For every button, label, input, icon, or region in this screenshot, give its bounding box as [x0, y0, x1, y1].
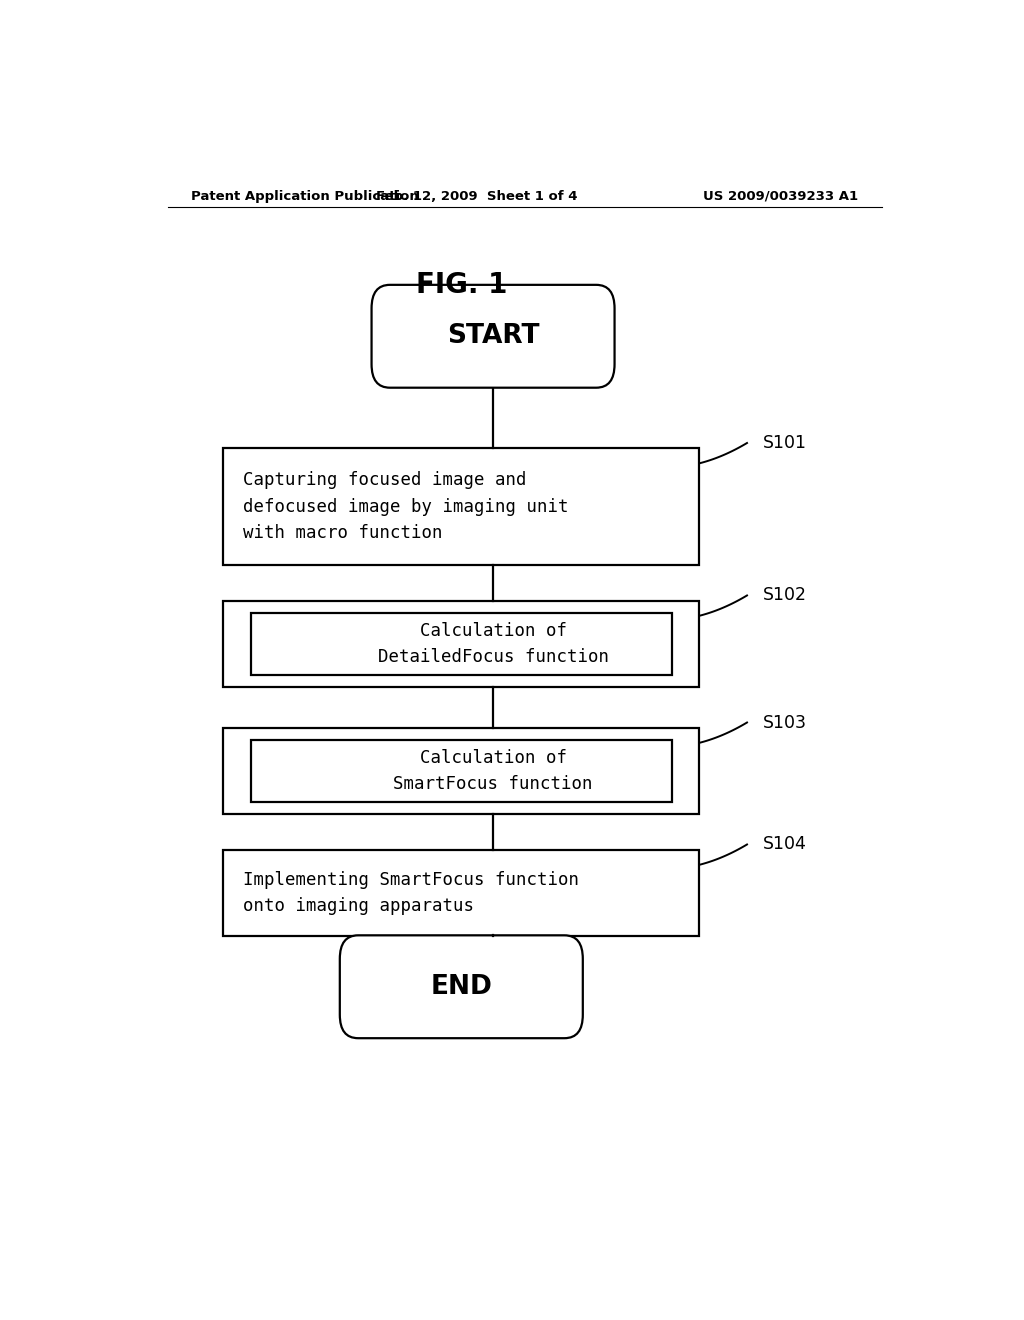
FancyBboxPatch shape: [372, 285, 614, 388]
Text: S103: S103: [763, 714, 807, 731]
Text: US 2009/0039233 A1: US 2009/0039233 A1: [703, 190, 858, 202]
Text: S101: S101: [763, 434, 807, 451]
Text: Implementing SmartFocus function
onto imaging apparatus: Implementing SmartFocus function onto im…: [243, 871, 580, 915]
Bar: [251, 612, 672, 675]
Bar: [223, 850, 699, 936]
Text: S102: S102: [763, 586, 807, 605]
Text: S104: S104: [763, 836, 807, 854]
FancyBboxPatch shape: [340, 936, 583, 1039]
Text: FIG. 1: FIG. 1: [416, 272, 507, 300]
Text: Patent Application Publication: Patent Application Publication: [191, 190, 419, 202]
Text: Feb. 12, 2009  Sheet 1 of 4: Feb. 12, 2009 Sheet 1 of 4: [377, 190, 578, 202]
Text: START: START: [446, 323, 540, 350]
Bar: [223, 447, 699, 565]
Text: Calculation of
SmartFocus function: Calculation of SmartFocus function: [393, 748, 593, 793]
Text: END: END: [430, 974, 493, 999]
Bar: [223, 601, 699, 686]
Bar: [251, 739, 672, 801]
Text: Capturing focused image and
defocused image by imaging unit
with macro function: Capturing focused image and defocused im…: [243, 471, 568, 543]
Text: Calculation of
DetailedFocus function: Calculation of DetailedFocus function: [378, 622, 608, 665]
Bar: [223, 727, 699, 814]
